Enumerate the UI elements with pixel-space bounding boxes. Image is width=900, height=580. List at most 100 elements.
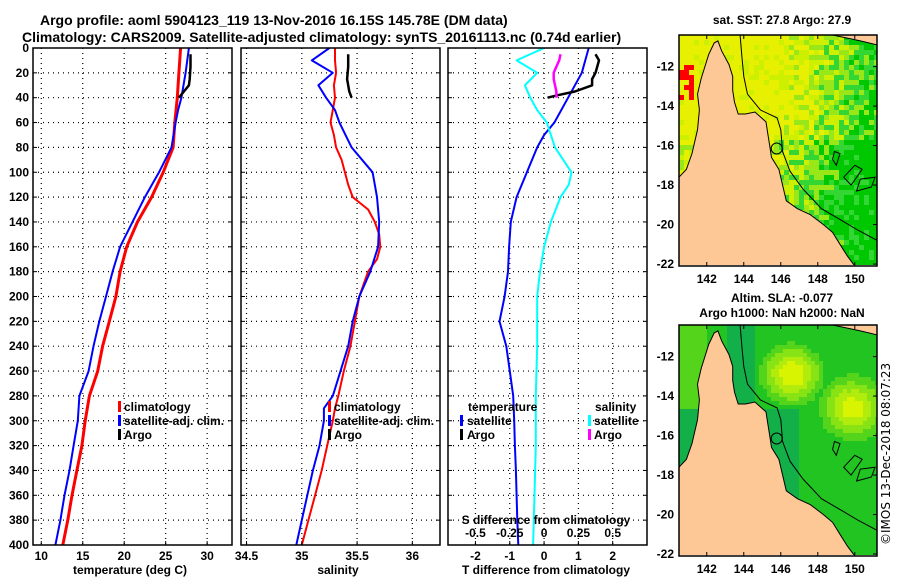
map-cell <box>684 50 689 55</box>
map-cell <box>847 501 851 505</box>
map-cell <box>851 405 855 409</box>
map-cell <box>863 429 867 433</box>
map-cell <box>859 373 863 377</box>
map-cell <box>763 393 767 397</box>
map-cell <box>751 325 755 329</box>
map-cell <box>851 329 855 333</box>
map-cell <box>769 135 774 140</box>
map-cell <box>823 365 827 369</box>
map-cell <box>855 349 859 353</box>
y-tick-label: 340 <box>9 463 29 477</box>
map-cell <box>839 100 844 105</box>
map-cell <box>769 100 774 105</box>
map-cell <box>789 200 794 205</box>
map-cell <box>851 529 855 533</box>
map-cell <box>799 130 804 135</box>
map-x-tick-label: 150 <box>845 272 865 286</box>
map-cell <box>755 381 759 385</box>
map-cell <box>771 345 775 349</box>
map-cell <box>779 175 784 180</box>
map-cell <box>863 377 867 381</box>
map-cell <box>875 485 877 489</box>
map-cell <box>751 377 755 381</box>
map-cell <box>774 100 779 105</box>
map-cell <box>804 170 809 175</box>
map-cell <box>875 405 877 409</box>
map-cell <box>679 389 683 393</box>
map-cell <box>749 100 754 105</box>
map-cell <box>864 135 869 140</box>
map-cell <box>851 477 855 481</box>
map-cell <box>815 385 819 389</box>
map-cell <box>754 35 759 40</box>
map-cell <box>735 389 739 393</box>
map-cell <box>799 40 804 45</box>
map-cell <box>731 341 735 345</box>
map-cell <box>819 501 823 505</box>
map-cell <box>689 145 694 150</box>
map-cell <box>844 245 849 250</box>
map-x-tick-label: 146 <box>771 272 791 286</box>
map-cell <box>815 373 819 377</box>
map-cell <box>875 481 877 485</box>
map-cell <box>871 409 875 413</box>
map-cell <box>791 337 795 341</box>
map-cell <box>683 349 687 353</box>
map-cell <box>859 381 863 385</box>
map-cell <box>869 80 874 85</box>
map-y-tick-label: -20 <box>657 218 675 232</box>
map-cell <box>854 55 859 60</box>
map-cell <box>779 55 784 60</box>
map-cell <box>859 160 864 165</box>
map-cell <box>851 481 855 485</box>
map-cell <box>871 449 875 453</box>
map-cell <box>819 95 824 100</box>
map-cell <box>779 75 784 80</box>
map-cell <box>759 90 764 95</box>
map-cell <box>734 60 739 65</box>
map-cell <box>811 353 815 357</box>
map-cell <box>774 50 779 55</box>
map-cell <box>789 160 794 165</box>
map-cell <box>835 385 839 389</box>
salinity-panel: 34.5 35 35.5 36 <box>235 47 441 563</box>
map-cell <box>783 337 787 341</box>
map-cell <box>794 120 799 125</box>
map-cell <box>775 361 779 365</box>
map-cell <box>711 329 715 333</box>
map-cell <box>859 210 864 215</box>
map-cell <box>695 329 699 333</box>
map-cell <box>849 210 854 215</box>
map-cell <box>799 333 803 337</box>
map-cell <box>807 497 811 501</box>
map-cell <box>795 481 799 485</box>
map-cell <box>803 437 807 441</box>
map-cell <box>764 85 769 90</box>
map-cell <box>831 485 835 489</box>
map-cell <box>814 155 819 160</box>
map-cell <box>839 200 844 205</box>
map-cell <box>799 160 804 165</box>
map-cell <box>859 421 863 425</box>
map-cell <box>819 505 823 509</box>
map-cell <box>783 365 787 369</box>
map-cell <box>804 110 809 115</box>
map-cell <box>827 497 831 501</box>
map-cell <box>874 245 877 250</box>
map-cell <box>859 130 864 135</box>
map-cell <box>854 95 859 100</box>
map-cell <box>871 505 875 509</box>
map-cell <box>764 80 769 85</box>
map-cell <box>771 373 775 377</box>
map-cell <box>819 461 823 465</box>
map-cell <box>807 409 811 413</box>
x-tick-label: 35 <box>295 549 309 563</box>
map-cell <box>767 397 771 401</box>
map-cell <box>863 421 867 425</box>
map-cell <box>863 433 867 437</box>
map-cell <box>839 477 843 481</box>
map-cell <box>851 429 855 433</box>
map-cell <box>869 125 874 130</box>
map-cell <box>823 349 827 353</box>
map-cell <box>739 95 744 100</box>
